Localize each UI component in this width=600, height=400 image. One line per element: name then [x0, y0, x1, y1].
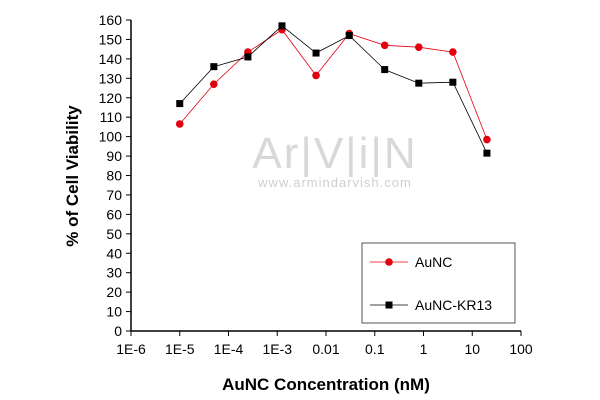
series-2	[176, 22, 491, 157]
data-point	[210, 80, 218, 88]
series-line	[179, 29, 488, 140]
series-layer	[175, 22, 491, 157]
y-tick-label: 60	[106, 206, 122, 222]
data-point	[175, 120, 184, 128]
legend-entry: AuNC	[370, 254, 452, 270]
y-tick-label: 90	[106, 148, 122, 164]
legend-marker	[385, 301, 393, 309]
data-point	[483, 135, 491, 144]
y-tick-label: 140	[99, 51, 123, 67]
data-point	[312, 49, 320, 57]
y-tick-label: 0	[114, 323, 122, 339]
watermark-url: www.armindarvish.com	[257, 175, 412, 190]
y-tick-label: 160	[99, 12, 123, 28]
y-tick-label: 30	[106, 265, 122, 281]
x-tick-label: 1E-5	[165, 341, 195, 357]
legend-label: AuNC-KR13	[415, 297, 492, 313]
legend: AuNC AuNC-KR13	[361, 242, 516, 324]
x-tick-label: 10	[464, 341, 480, 357]
data-point	[483, 149, 491, 157]
y-tick-label: 20	[106, 284, 122, 300]
data-point	[449, 78, 457, 86]
data-point	[278, 22, 286, 30]
y-tick-label: 40	[106, 245, 122, 261]
x-tick-label: 1	[420, 341, 428, 357]
y-tick-label: 130	[99, 70, 123, 86]
y-tick-label: 120	[99, 90, 123, 106]
x-tick-label: 0.01	[312, 341, 339, 357]
y-tick-label: 80	[106, 168, 122, 184]
y-tick-label: 10	[106, 304, 122, 320]
data-point	[381, 66, 389, 74]
x-tick-label: 0.1	[365, 341, 385, 357]
data-point	[415, 79, 423, 87]
x-ticks: 1E-6 1E-5 1E-4 1E-3 0.01 0.1 1 10 100	[116, 331, 533, 357]
data-point	[414, 43, 423, 52]
y-tick-label: 150	[99, 31, 123, 47]
y-tick-label: 110	[100, 109, 123, 125]
y-tick-label: 50	[106, 226, 122, 242]
watermark-logo: Ar|V|i|N	[252, 129, 417, 178]
x-axis-title: AuNC Concentration (nM)	[222, 375, 430, 394]
x-tick-label: 1E-3	[262, 341, 292, 357]
legend-entries: AuNC AuNC-KR13	[370, 254, 492, 313]
legend-box	[361, 242, 516, 324]
y-tick-label: 70	[106, 187, 122, 203]
y-axis-title: % of Cell Viability	[63, 105, 82, 247]
data-point	[244, 53, 252, 61]
data-point	[176, 100, 184, 108]
data-point	[312, 71, 320, 80]
data-point	[210, 63, 218, 71]
y-tick-label: 100	[99, 129, 123, 145]
legend-label: AuNC	[415, 254, 452, 270]
series-line	[179, 25, 488, 154]
x-tick-label: 1E-4	[214, 341, 244, 357]
x-tick-label: 100	[509, 341, 533, 357]
watermark: Ar|V|i|N www.armindarvish.com	[252, 129, 417, 190]
data-point	[449, 48, 457, 56]
data-point	[380, 41, 389, 50]
legend-entry: AuNC-KR13	[370, 297, 492, 313]
y-ticks: 0 10 20 30 40 50 60 70 80 90 100 110 120 130 140 150 160	[99, 12, 131, 339]
data-point	[345, 32, 353, 40]
x-tick-label: 1E-6	[116, 341, 146, 357]
legend-marker	[385, 258, 393, 266]
